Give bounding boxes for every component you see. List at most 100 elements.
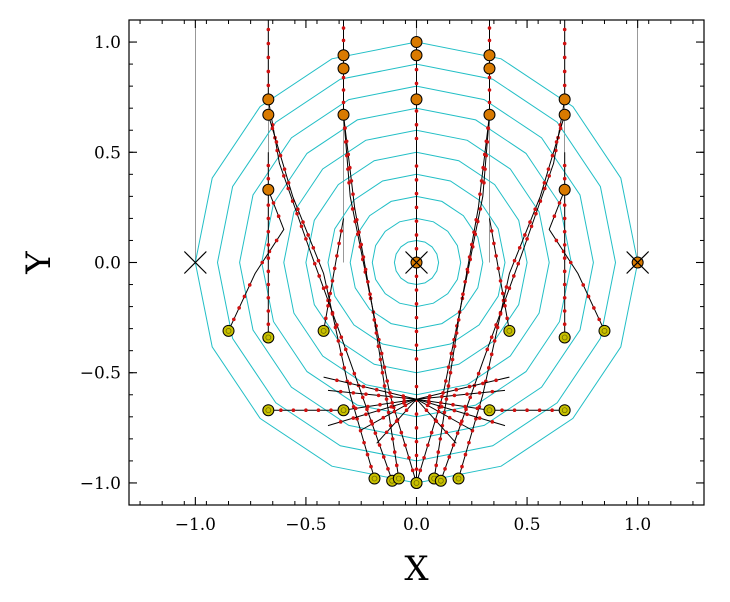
path-point <box>266 55 271 60</box>
path-point <box>324 316 328 321</box>
path-point <box>542 180 547 185</box>
path-line <box>343 20 417 484</box>
path-point <box>487 38 492 43</box>
end-marker-core <box>265 407 272 414</box>
path-point <box>429 430 434 435</box>
path-point <box>282 167 287 171</box>
path-point <box>479 179 484 183</box>
path-point <box>438 437 443 441</box>
path-point <box>361 384 366 389</box>
path-point <box>270 126 275 131</box>
path-point <box>414 357 419 361</box>
path-point <box>550 408 554 413</box>
tick-labels: −1.0 −0.5 0.0 0.5 1.0 −1.0 −0.5 0.0 0.5 1.0 <box>80 33 651 535</box>
path-point <box>376 408 381 413</box>
path-point <box>414 384 419 389</box>
path-point <box>266 27 271 32</box>
path-point <box>364 412 368 417</box>
path-point <box>295 211 299 216</box>
path-point <box>451 402 455 407</box>
path-point <box>343 347 348 352</box>
path-point <box>296 207 300 212</box>
end-marker <box>558 331 571 344</box>
y-tick-label: 1.0 <box>94 33 121 53</box>
path-point <box>317 274 321 278</box>
plot-area <box>183 20 650 489</box>
path-point <box>414 164 419 168</box>
path-point <box>343 126 347 130</box>
path-point <box>390 401 394 405</box>
path-point <box>341 88 346 92</box>
path-point <box>414 439 419 444</box>
path-point <box>468 395 473 400</box>
path-point <box>279 408 283 413</box>
path-point <box>266 256 271 260</box>
path-point <box>342 366 347 370</box>
path-point <box>355 416 359 421</box>
path-point <box>465 412 469 417</box>
path-point <box>290 199 295 203</box>
path-point <box>562 256 567 260</box>
path-point <box>386 467 390 471</box>
path-point <box>312 261 317 266</box>
path-point <box>385 379 389 383</box>
path-point <box>352 371 357 376</box>
start-marker <box>337 62 350 75</box>
path-point <box>414 136 419 141</box>
path-point <box>381 415 386 420</box>
path-point <box>386 410 391 415</box>
path-point <box>414 329 419 334</box>
path-point <box>359 242 364 247</box>
path-point <box>354 217 359 222</box>
path-point <box>490 389 495 394</box>
path-point <box>456 318 461 322</box>
path-point <box>373 431 378 435</box>
path-point <box>498 279 503 283</box>
path-point <box>562 295 567 300</box>
path-point <box>362 440 366 445</box>
path-point <box>402 396 406 400</box>
path-point <box>414 343 419 347</box>
path-point <box>378 402 382 407</box>
path-point <box>481 381 485 386</box>
path-point <box>557 201 562 205</box>
path-point <box>332 266 337 271</box>
path-point <box>321 286 326 291</box>
path-point <box>388 391 392 395</box>
path-point <box>361 255 366 259</box>
end-marker-core <box>340 407 347 414</box>
path-point <box>389 404 394 409</box>
path-point <box>365 452 370 457</box>
path-point <box>489 335 494 340</box>
path-point <box>562 176 567 181</box>
path-point <box>337 241 341 246</box>
path-point <box>441 391 445 395</box>
y-tick-label: −1.0 <box>80 474 121 494</box>
x-tick-label: 0.0 <box>403 515 430 535</box>
path-point <box>478 192 482 196</box>
end-marker-core <box>413 480 420 486</box>
start-marker <box>337 108 350 121</box>
path-point <box>410 468 415 473</box>
path-point <box>304 408 308 413</box>
ticks <box>129 19 704 506</box>
path-point <box>597 317 601 322</box>
path-point <box>478 207 483 211</box>
path-point <box>504 285 509 289</box>
path-point <box>351 416 356 420</box>
path-point <box>341 38 346 43</box>
start-marker <box>262 183 275 196</box>
path-point <box>554 238 559 243</box>
x-tick-label: −1.0 <box>175 515 216 535</box>
path-point <box>507 286 512 291</box>
path-point <box>389 394 394 399</box>
path-point <box>351 391 356 395</box>
path-point <box>505 316 509 321</box>
path-point <box>463 404 467 409</box>
end-marker-core <box>455 475 462 482</box>
path-point <box>486 126 490 130</box>
path-point <box>463 279 467 284</box>
path-point <box>447 455 452 459</box>
path-point <box>329 408 333 413</box>
